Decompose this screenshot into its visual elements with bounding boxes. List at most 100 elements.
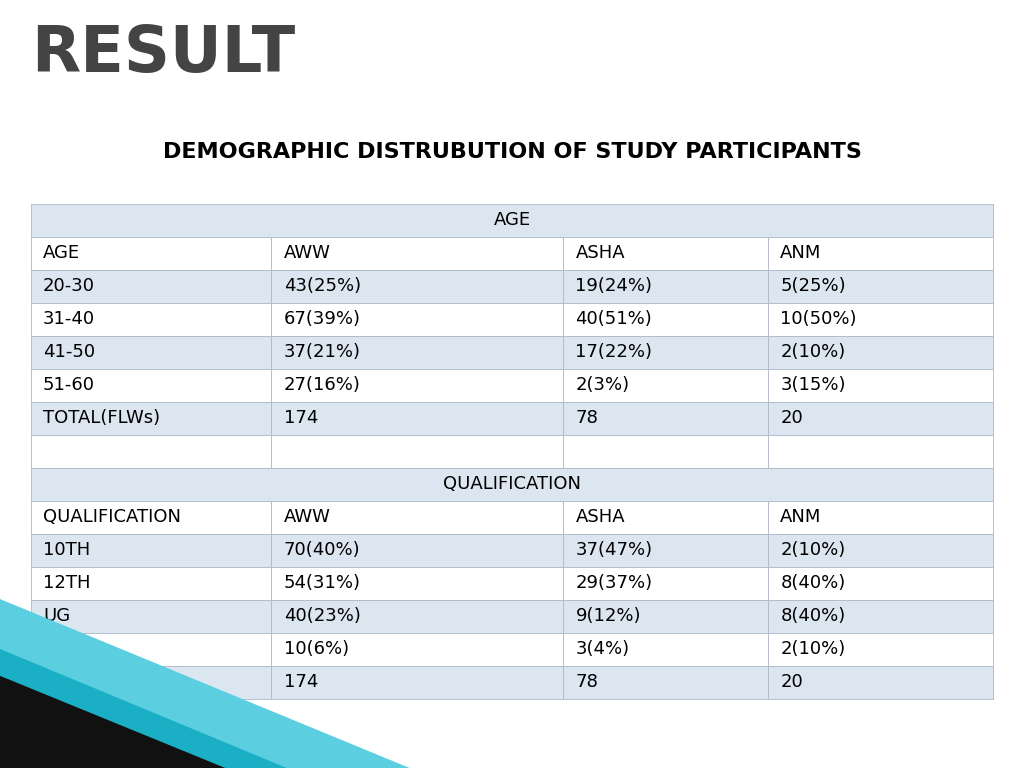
Text: AGE: AGE xyxy=(43,244,80,262)
Bar xyxy=(563,633,768,666)
Text: 37(47%): 37(47%) xyxy=(575,541,652,559)
Text: QUALIFICATION: QUALIFICATION xyxy=(443,475,581,493)
Bar xyxy=(768,369,993,402)
Text: PG: PG xyxy=(43,641,68,658)
Bar xyxy=(31,534,271,567)
Bar xyxy=(31,303,271,336)
Text: 9(12%): 9(12%) xyxy=(575,607,641,625)
Text: TOTAL(FLWs): TOTAL(FLWs) xyxy=(43,674,160,691)
Bar xyxy=(563,567,768,600)
Text: 43(25%): 43(25%) xyxy=(284,277,360,295)
Text: 8(40%): 8(40%) xyxy=(780,574,846,592)
Bar xyxy=(271,402,563,435)
Text: 2(10%): 2(10%) xyxy=(780,641,846,658)
Bar xyxy=(271,567,563,600)
Text: 2(3%): 2(3%) xyxy=(575,376,630,394)
Bar xyxy=(563,501,768,534)
Text: 31-40: 31-40 xyxy=(43,310,95,328)
Text: 2(10%): 2(10%) xyxy=(780,343,846,361)
Text: 40(23%): 40(23%) xyxy=(284,607,360,625)
Bar xyxy=(31,666,271,699)
Bar xyxy=(768,666,993,699)
Bar xyxy=(768,303,993,336)
Text: AGE: AGE xyxy=(494,211,530,229)
Bar xyxy=(563,336,768,369)
Polygon shape xyxy=(0,599,410,768)
Bar xyxy=(271,369,563,402)
Bar xyxy=(271,336,563,369)
Bar xyxy=(768,336,993,369)
Text: ASHA: ASHA xyxy=(575,508,625,526)
Text: 20-30: 20-30 xyxy=(43,277,95,295)
Text: 51-60: 51-60 xyxy=(43,376,95,394)
Bar xyxy=(271,666,563,699)
Text: ANM: ANM xyxy=(780,508,821,526)
Text: 2(10%): 2(10%) xyxy=(780,541,846,559)
Bar xyxy=(271,435,563,468)
Bar xyxy=(271,303,563,336)
Bar xyxy=(563,534,768,567)
Bar xyxy=(563,270,768,303)
Text: 78: 78 xyxy=(575,674,598,691)
Bar xyxy=(31,402,271,435)
Text: QUALIFICATION: QUALIFICATION xyxy=(43,508,181,526)
Text: 29(37%): 29(37%) xyxy=(575,574,652,592)
Bar xyxy=(271,633,563,666)
Text: 67(39%): 67(39%) xyxy=(284,310,360,328)
Bar xyxy=(563,237,768,270)
Text: AWW: AWW xyxy=(284,244,331,262)
Bar xyxy=(563,435,768,468)
Text: TOTAL(FLWs): TOTAL(FLWs) xyxy=(43,409,160,427)
Text: 54(31%): 54(31%) xyxy=(284,574,360,592)
Text: ANM: ANM xyxy=(780,244,821,262)
Text: 37(21%): 37(21%) xyxy=(284,343,360,361)
Bar xyxy=(271,501,563,534)
Bar xyxy=(768,402,993,435)
Text: AWW: AWW xyxy=(284,508,331,526)
Text: 41-50: 41-50 xyxy=(43,343,95,361)
Text: 8(40%): 8(40%) xyxy=(780,607,846,625)
Bar xyxy=(768,435,993,468)
Text: 10(6%): 10(6%) xyxy=(284,641,349,658)
Text: UG: UG xyxy=(43,607,70,625)
Bar xyxy=(768,270,993,303)
Text: 17(22%): 17(22%) xyxy=(575,343,652,361)
Bar xyxy=(31,204,993,237)
Bar xyxy=(768,567,993,600)
Bar xyxy=(563,402,768,435)
Text: 3(15%): 3(15%) xyxy=(780,376,846,394)
Text: 40(51%): 40(51%) xyxy=(575,310,652,328)
Bar xyxy=(31,270,271,303)
Bar xyxy=(563,600,768,633)
Bar xyxy=(563,369,768,402)
Bar xyxy=(271,237,563,270)
Text: 19(24%): 19(24%) xyxy=(575,277,652,295)
Bar xyxy=(31,567,271,600)
Text: 20: 20 xyxy=(780,674,803,691)
Bar xyxy=(768,633,993,666)
Text: ASHA: ASHA xyxy=(575,244,625,262)
Text: 174: 174 xyxy=(284,409,318,427)
Bar xyxy=(563,666,768,699)
Polygon shape xyxy=(0,649,287,768)
Bar xyxy=(768,501,993,534)
Bar xyxy=(271,534,563,567)
Bar xyxy=(563,303,768,336)
Bar xyxy=(31,600,271,633)
Text: 5(25%): 5(25%) xyxy=(780,277,846,295)
Bar xyxy=(31,435,271,468)
Text: 70(40%): 70(40%) xyxy=(284,541,360,559)
Text: DEMOGRAPHIC DISTRUBUTION OF STUDY PARTICIPANTS: DEMOGRAPHIC DISTRUBUTION OF STUDY PARTIC… xyxy=(163,142,861,162)
Bar xyxy=(768,600,993,633)
Bar xyxy=(31,237,271,270)
Bar xyxy=(31,468,993,501)
Text: 3(4%): 3(4%) xyxy=(575,641,630,658)
Text: 174: 174 xyxy=(284,674,318,691)
Text: RESULT: RESULT xyxy=(31,23,295,85)
Text: 27(16%): 27(16%) xyxy=(284,376,360,394)
Bar xyxy=(271,270,563,303)
Bar xyxy=(768,237,993,270)
Bar xyxy=(31,633,271,666)
Bar xyxy=(31,369,271,402)
Text: 10TH: 10TH xyxy=(43,541,90,559)
